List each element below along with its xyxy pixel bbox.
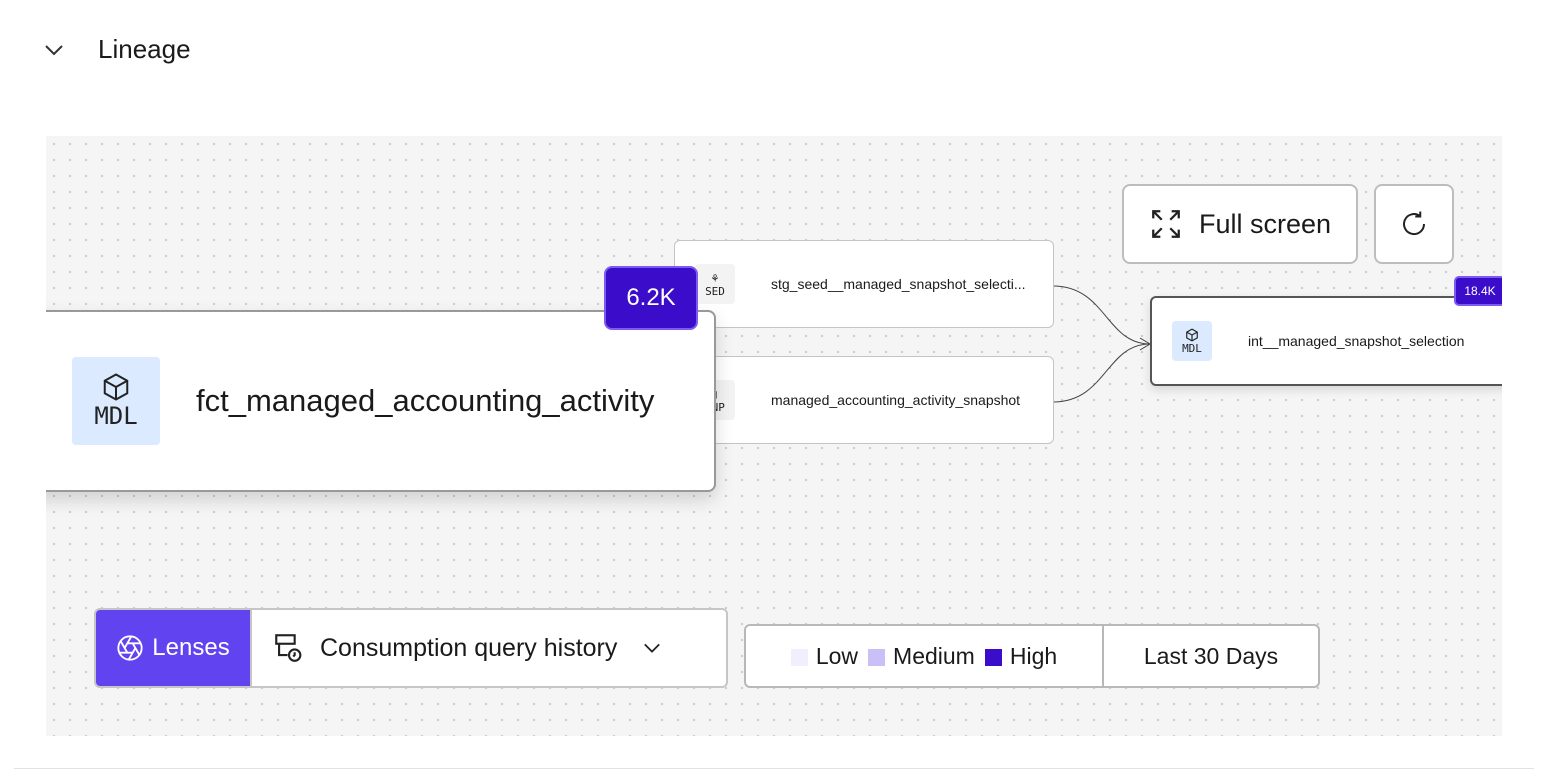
divider <box>14 768 1534 769</box>
time-range[interactable]: Last 30 Days <box>1143 642 1279 669</box>
legend-medium: Medium <box>868 643 975 670</box>
legend-high: High <box>984 643 1057 670</box>
node-label: fct_managed_accounting_activity <box>196 383 655 418</box>
edge <box>1052 285 1151 345</box>
main-node[interactable]: MDL fct_managed_accounting_activity <box>46 310 716 492</box>
node-label: stg_seed__managed_snapshot_selecti... <box>771 276 1026 292</box>
section-header: Lineage <box>40 34 191 65</box>
lenses-label: Lenses <box>96 610 250 686</box>
heat-legend: Low Medium High Last 30 Days <box>744 624 1320 688</box>
expand-icon <box>1152 210 1180 238</box>
downstream-node[interactable]: MDL int__managed_snapshot_selection <box>1150 296 1502 386</box>
aperture-icon <box>117 635 143 661</box>
model-icon: MDL <box>72 357 160 445</box>
lineage-canvas[interactable]: ⚘ SED stg_seed__managed_snapshot_selecti.… <box>46 136 1502 736</box>
count-badge: 18.4K <box>1454 276 1502 306</box>
node-label: int__managed_snapshot_selection <box>1248 333 1465 349</box>
lens-selector[interactable]: Lenses Consumption query history <box>94 608 728 688</box>
query-history-icon <box>275 634 302 662</box>
upstream-node[interactable]: ⚘ SED stg_seed__managed_snapshot_selecti.… <box>674 240 1054 328</box>
upstream-node[interactable]: ▯SNP managed_accounting_activity_snapsho… <box>674 356 1054 444</box>
seed-icon: ⚘ SED <box>695 264 735 304</box>
edge <box>1052 343 1151 403</box>
lens-dropdown[interactable]: Consumption query history <box>250 610 726 686</box>
chevron-down-icon <box>644 643 661 653</box>
refresh-button[interactable] <box>1374 184 1454 264</box>
model-icon: MDL <box>1172 321 1212 361</box>
fullscreen-button[interactable]: Full screen <box>1122 184 1358 264</box>
refresh-icon <box>1403 211 1426 236</box>
section-title: Lineage <box>98 34 191 64</box>
node-label: managed_accounting_activity_snapshot <box>771 392 1021 408</box>
chevron-down-icon[interactable] <box>40 36 68 64</box>
count-badge: 6.2K <box>604 266 698 330</box>
legend-low: Low <box>790 643 858 670</box>
